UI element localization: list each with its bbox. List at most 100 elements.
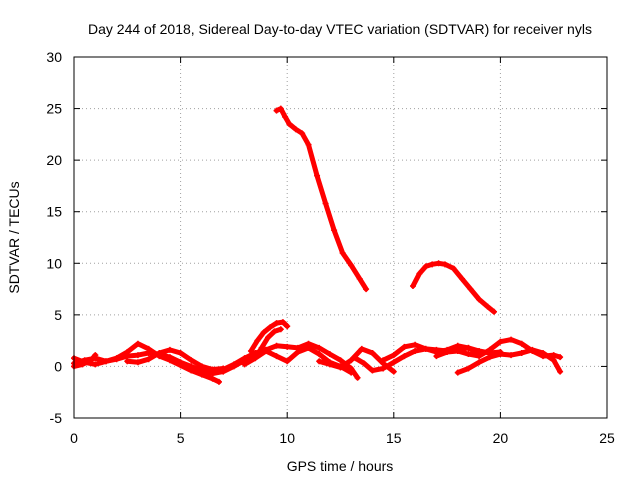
- data-point: [550, 357, 557, 364]
- data-point: [348, 357, 355, 364]
- data-point: [412, 341, 419, 348]
- data-point: [273, 320, 280, 327]
- data-point: [273, 107, 280, 114]
- data-point: [145, 356, 152, 363]
- data-point: [454, 342, 461, 349]
- data-point: [230, 363, 237, 370]
- data-point: [305, 141, 312, 148]
- data-point: [476, 296, 483, 303]
- y-tick-label: -5: [50, 410, 63, 426]
- data-point: [390, 368, 397, 375]
- data-point: [390, 352, 397, 359]
- data-point: [454, 369, 461, 376]
- data-point: [79, 361, 86, 368]
- data-point: [465, 344, 472, 351]
- y-tick-label: 30: [46, 49, 62, 65]
- data-point: [339, 249, 346, 256]
- data-point: [254, 337, 261, 344]
- data-point: [209, 375, 216, 382]
- data-point: [284, 358, 291, 365]
- data-point: [484, 303, 491, 310]
- data-point: [299, 130, 306, 137]
- data-point: [262, 347, 269, 354]
- data-point: [177, 350, 184, 357]
- data-point: [284, 343, 291, 350]
- chart-title: Day 244 of 2018, Sidereal Day-to-day VTE…: [88, 21, 592, 37]
- data-point: [401, 343, 408, 350]
- series-line-arc-high-2: [410, 260, 497, 315]
- x-tick-label: 10: [279, 430, 295, 446]
- data-point: [369, 367, 376, 374]
- plot-border: [73, 56, 608, 419]
- data-point: [467, 286, 474, 293]
- data-point: [286, 121, 293, 128]
- data-point: [380, 357, 387, 364]
- data-point: [134, 359, 141, 366]
- x-tick-label: 25: [599, 430, 615, 446]
- data-point: [550, 352, 557, 359]
- data-point: [284, 323, 291, 330]
- data-point: [491, 308, 498, 315]
- data-point: [156, 350, 163, 357]
- data-point: [102, 358, 109, 365]
- data-point: [380, 365, 387, 372]
- data-point: [454, 347, 461, 354]
- data-point: [476, 359, 483, 366]
- data-point: [435, 260, 442, 267]
- grid-layer: [74, 57, 607, 418]
- data-point: [260, 329, 267, 336]
- x-axis-label: GPS time / hours: [287, 458, 394, 474]
- data-point: [422, 345, 429, 352]
- data-point: [557, 368, 564, 375]
- data-point: [145, 345, 152, 352]
- data-point: [352, 355, 359, 362]
- data-point: [450, 265, 457, 272]
- data-point: [166, 357, 173, 364]
- data-point: [444, 348, 451, 355]
- data-point: [337, 357, 344, 364]
- data-point: [92, 352, 99, 359]
- data-point: [486, 346, 493, 353]
- data-point: [401, 353, 408, 360]
- data-point: [166, 346, 173, 353]
- data-point: [265, 334, 272, 341]
- data-point: [433, 353, 440, 360]
- data-point: [529, 346, 536, 353]
- data-point: [188, 366, 195, 373]
- data-point: [124, 358, 131, 365]
- data-point: [273, 353, 280, 360]
- data-point: [422, 263, 429, 270]
- data-point: [486, 354, 493, 361]
- data-point: [279, 319, 286, 326]
- data-point: [360, 360, 367, 367]
- data-point: [198, 363, 205, 370]
- series-line-arc-low-4: [124, 347, 226, 372]
- data-point: [282, 113, 289, 120]
- data-point: [252, 355, 259, 362]
- data-point: [271, 328, 278, 335]
- data-point: [363, 286, 370, 293]
- series-layer: [71, 105, 564, 385]
- data-point: [508, 336, 515, 343]
- data-point: [356, 275, 363, 282]
- data-point: [348, 262, 355, 269]
- series-line-arc-low-3: [71, 352, 98, 369]
- data-point: [416, 270, 423, 277]
- data-point: [508, 352, 515, 359]
- data-point: [241, 361, 248, 368]
- x-tick-label: 15: [386, 430, 402, 446]
- data-point: [459, 275, 466, 282]
- y-tick-label: 5: [54, 307, 62, 323]
- data-point: [305, 344, 312, 351]
- data-point: [390, 359, 397, 366]
- data-point: [540, 350, 547, 357]
- data-point: [220, 368, 227, 375]
- data-point: [316, 351, 323, 358]
- y-tick-label: 20: [46, 152, 62, 168]
- data-point: [497, 338, 504, 345]
- data-point: [134, 352, 141, 359]
- x-tick-label: 5: [177, 430, 185, 446]
- data-point: [331, 227, 338, 234]
- data-point: [354, 374, 361, 381]
